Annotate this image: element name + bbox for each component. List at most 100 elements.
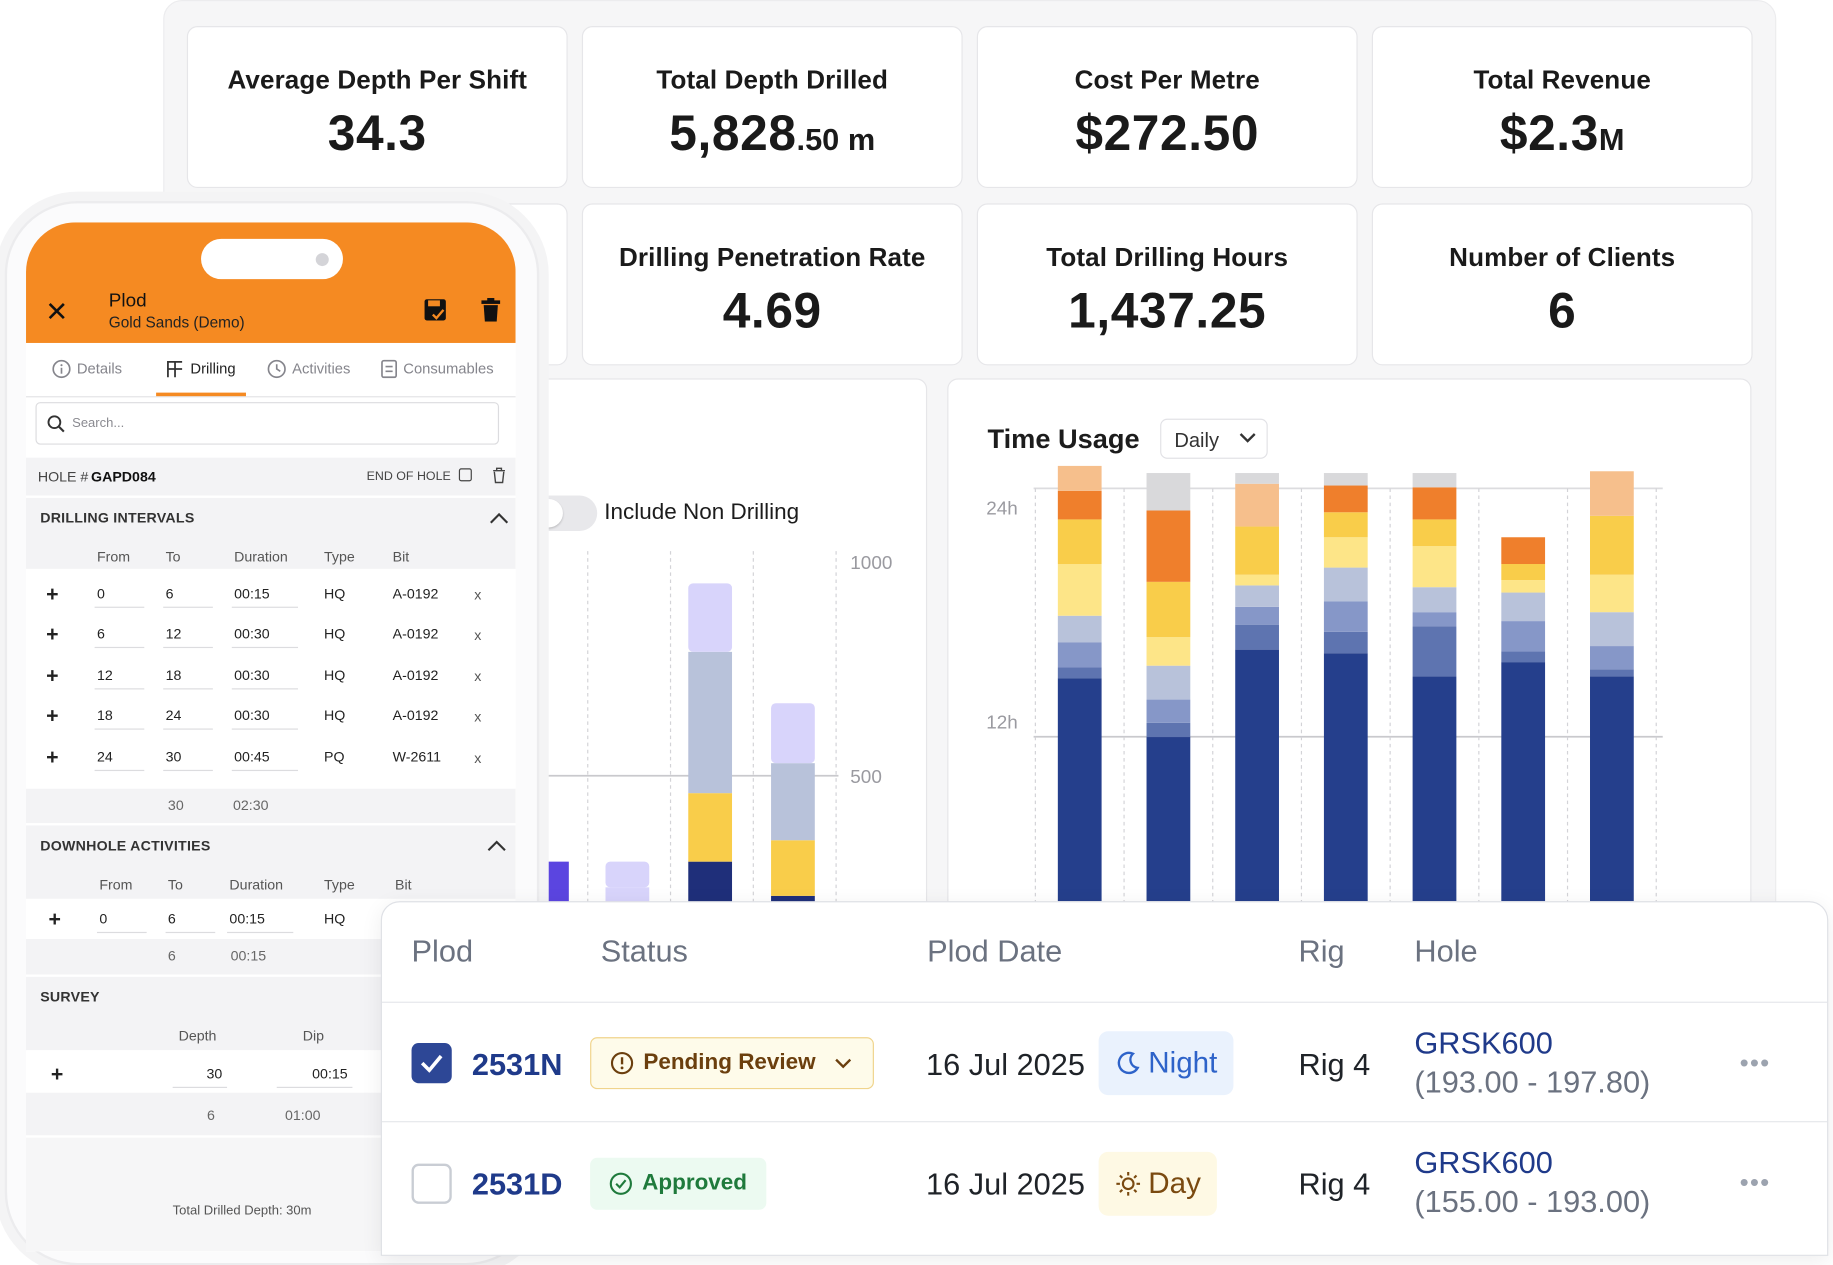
status-badge-approved: Approved [590,1157,766,1210]
time-usage-bar-segment [1590,676,1634,902]
check-circle-icon [609,1172,632,1195]
interval-cell[interactable]: HQ [324,707,346,724]
trash-icon[interactable] [481,298,501,322]
row-checkbox[interactable] [411,1163,452,1204]
total-duration: 02:30 [232,797,269,814]
interval-cell[interactable]: A-0192 [392,626,439,643]
column-header: Type [324,548,355,566]
tab-activities[interactable]: Activities [267,359,350,379]
downhole-cell[interactable]: 0 [96,905,147,934]
chevron-up-icon[interactable] [490,512,509,524]
interval-cell[interactable]: A-0192 [392,666,439,684]
depth-bar-segment [688,651,733,794]
interval-cell[interactable]: PQ [324,748,345,765]
col-header-status[interactable]: Status [600,933,688,969]
depth-bar-segment [605,861,650,888]
interval-cell[interactable]: 6 [94,620,145,649]
interval-cell[interactable]: 12 [163,620,213,649]
interval-cell[interactable]: HQ [324,666,346,684]
more-options-icon[interactable]: ••• [1739,1047,1771,1078]
search-input[interactable]: Search... [35,402,500,445]
include-non-drilling-toggle[interactable] [530,495,598,531]
add-row-button[interactable]: + [46,581,59,606]
stat-value: 4.69 [722,282,822,339]
trash-icon[interactable] [492,467,506,484]
remove-row-button[interactable]: x [474,749,482,766]
interval-cell[interactable]: W-2611 [392,748,442,765]
time-usage-bar-segment [1501,662,1546,902]
hole-id-link[interactable]: GRSK600 [1414,1144,1553,1181]
hole-id-link[interactable]: GRSK600 [1414,1025,1553,1061]
end-of-hole-checkbox[interactable] [458,468,472,482]
plod-id-link[interactable]: 2531N [471,1046,563,1083]
survey-dip-cell[interactable]: 00:15 [276,1060,353,1088]
col-header-hole[interactable]: Hole [1414,933,1478,969]
toggle-label: Include Non Drilling [604,500,800,526]
remove-row-button[interactable]: x [474,586,482,604]
interval-cell[interactable]: 24 [94,742,145,771]
add-row-button[interactable]: + [46,703,59,728]
interval-cell[interactable]: 0 [94,579,145,608]
remove-row-button[interactable]: x [474,667,482,685]
tab-drilling[interactable]: Drilling [166,360,236,379]
interval-cell[interactable]: 24 [163,702,213,730]
add-row-button[interactable]: + [48,907,61,931]
close-icon[interactable] [48,303,65,320]
interval-cell[interactable]: 18 [163,661,213,690]
camera-dot [315,253,329,267]
add-row-button[interactable]: + [46,744,59,769]
stat-value: 5,828.50 m [669,105,876,161]
row-checkbox-checked[interactable] [411,1043,452,1084]
interval-cell[interactable]: A-0192 [392,707,439,724]
interval-cell[interactable]: 00:30 [231,702,299,730]
chevron-up-icon[interactable] [487,840,506,852]
interval-cell[interactable]: 00:30 [231,661,299,690]
time-usage-bar-segment [1235,483,1279,527]
hole-label: HOLE # [37,468,89,485]
col-header-plod[interactable]: Plod [411,933,474,969]
time-usage-bar-segment [1501,564,1546,581]
remove-row-button[interactable]: x [474,627,482,644]
info-icon [52,359,71,379]
interval-cell[interactable]: 00:15 [231,579,299,608]
col-header-rig[interactable]: Rig [1298,933,1345,969]
interval-cell[interactable]: HQ [324,626,346,643]
time-usage-bar-segment [1146,510,1191,582]
remove-row-button[interactable]: x [474,708,482,726]
col-header-plod-date[interactable]: Plod Date [927,933,1063,969]
time-usage-bar-segment [1501,537,1546,565]
end-of-hole-label: END OF HOLE [366,469,451,484]
time-usage-bar-segment [1235,526,1279,575]
column-header: Bit [392,548,410,566]
interval-cell[interactable]: 00:30 [231,620,299,649]
table-row[interactable]: 2531N Pending Review 16 Jul 2025 Night R… [381,1001,1828,1120]
period-select[interactable]: Daily [1160,418,1268,459]
interval-cell[interactable]: 00:45 [231,742,299,771]
interval-cell[interactable]: 6 [163,579,213,608]
add-row-button[interactable]: + [46,663,59,687]
stat-label: Total Drilling Hours [1046,242,1289,272]
time-usage-bar-segment [1235,473,1279,484]
interval-cell[interactable]: HQ [324,585,346,602]
total-depth: 30 [167,797,184,814]
status-dropdown-pending[interactable]: Pending Review [590,1037,874,1090]
more-options-icon[interactable]: ••• [1739,1167,1771,1197]
depth-bar-segment [771,763,815,841]
interval-cell[interactable]: 30 [163,742,213,771]
tab-details[interactable]: Details [52,359,122,379]
survey-depth-cell[interactable]: 30 [172,1060,228,1088]
save-icon[interactable] [423,298,447,322]
plod-id-link[interactable]: 2531D [471,1166,563,1202]
checkmark-icon [420,1054,443,1073]
drill-rig-icon [167,360,183,378]
downhole-cell[interactable]: 00:15 [227,905,294,934]
table-row[interactable]: 2531D Approved 16 Jul 2025 Day Rig 4 GRS… [381,1121,1828,1239]
interval-cell[interactable]: 18 [94,702,145,730]
downhole-cell[interactable]: HQ [324,910,346,928]
tab-consumables[interactable]: Consumables [381,359,494,379]
interval-cell[interactable]: A-0192 [392,585,439,602]
interval-cell[interactable]: 12 [94,661,145,690]
add-row-button[interactable]: + [50,1061,64,1086]
add-row-button[interactable]: + [46,622,59,647]
downhole-cell[interactable]: 6 [165,905,216,934]
